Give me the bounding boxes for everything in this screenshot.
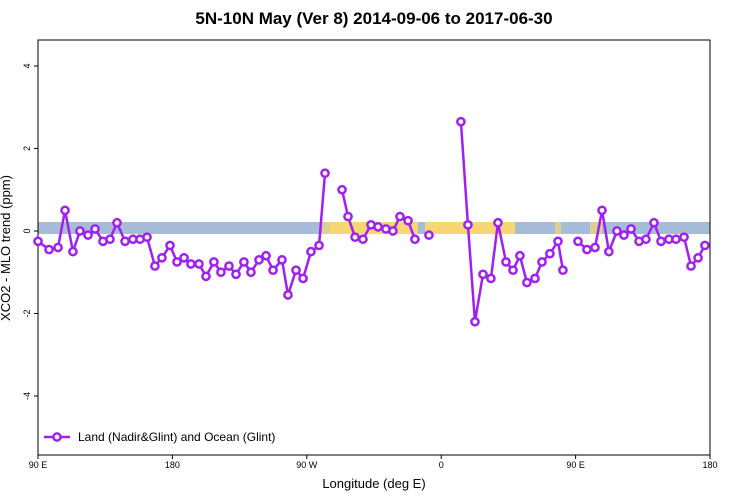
x-tick-label: 90 W xyxy=(296,460,318,470)
data-point xyxy=(619,230,629,240)
land-band xyxy=(322,222,330,234)
data-point xyxy=(641,234,651,245)
data-line xyxy=(459,121,565,322)
x-tick-label: 90 E xyxy=(29,460,48,470)
data-point xyxy=(649,217,659,228)
data-point xyxy=(179,252,189,263)
data-point xyxy=(201,271,211,282)
data-point xyxy=(112,217,122,228)
data-point xyxy=(493,217,503,228)
data-point xyxy=(268,265,278,276)
data-point xyxy=(590,242,600,253)
data-point xyxy=(350,232,360,243)
x-tick-label: 0 xyxy=(439,460,444,470)
data-point xyxy=(463,219,473,230)
data-point xyxy=(33,236,43,247)
data-point xyxy=(246,267,256,278)
y-tick-label: -2 xyxy=(22,309,32,317)
data-point xyxy=(410,234,420,245)
data-point xyxy=(283,290,293,300)
x-tick-label: 180 xyxy=(702,460,717,470)
data-point xyxy=(626,224,636,234)
data-point xyxy=(224,261,234,271)
data-point xyxy=(388,226,398,236)
data-point xyxy=(261,250,271,261)
data-point xyxy=(573,236,583,247)
data-point xyxy=(553,236,563,247)
data-point xyxy=(582,244,592,255)
legend-label: Land (Nadir&Glint) and Ocean (Glint) xyxy=(78,430,275,444)
data-point xyxy=(545,248,555,259)
legend-marker xyxy=(52,432,62,442)
data-point xyxy=(395,211,405,222)
data-point xyxy=(686,261,696,271)
data-point xyxy=(120,236,130,247)
chart-title: 5N-10N May (Ver 8) 2014-09-06 to 2017-06… xyxy=(195,9,552,28)
x-tick-label: 90 E xyxy=(566,460,585,470)
data-point xyxy=(172,257,182,267)
land-band xyxy=(555,222,561,234)
data-point xyxy=(358,234,368,245)
data-point xyxy=(515,250,525,261)
data-point xyxy=(486,273,496,284)
data-point xyxy=(142,232,152,243)
data-point xyxy=(298,273,308,284)
data-point xyxy=(597,205,607,216)
data-point xyxy=(231,269,241,280)
data-point xyxy=(83,230,93,240)
data-point xyxy=(53,242,63,253)
data-point xyxy=(424,230,434,240)
data-point xyxy=(656,236,666,247)
y-tick-label: 2 xyxy=(22,146,32,151)
data-point xyxy=(470,316,480,327)
data-point xyxy=(216,267,226,278)
data-point xyxy=(604,246,614,257)
data-point xyxy=(501,257,511,267)
data-point xyxy=(537,257,547,267)
data-point xyxy=(612,226,622,236)
data-point xyxy=(478,269,488,280)
data-point xyxy=(291,265,301,276)
data-point xyxy=(105,234,115,245)
data-point xyxy=(403,215,413,226)
data-point xyxy=(186,259,196,269)
data-point xyxy=(522,277,532,288)
y-tick-label: 0 xyxy=(22,228,32,233)
data-point xyxy=(671,234,681,245)
data-point xyxy=(530,273,540,284)
data-point xyxy=(90,224,100,234)
x-axis-label: Longitude (deg E) xyxy=(322,476,425,491)
data-point xyxy=(209,257,219,267)
data-point xyxy=(693,252,703,263)
data-point xyxy=(60,205,70,216)
data-point xyxy=(44,244,54,255)
data-point xyxy=(194,259,204,269)
x-tick-label: 180 xyxy=(165,460,180,470)
y-axis-label: XCO2 - MLO trend (ppm) xyxy=(0,175,13,321)
data-point xyxy=(373,222,383,232)
data-point xyxy=(68,246,78,257)
data-point xyxy=(508,265,518,276)
data-point xyxy=(306,246,316,257)
data-point xyxy=(254,255,264,265)
data-point xyxy=(277,255,287,265)
data-point xyxy=(75,226,85,236)
data-point xyxy=(165,240,175,251)
data-point xyxy=(239,257,249,267)
data-point xyxy=(337,184,347,195)
data-point xyxy=(679,232,689,243)
plot-frame xyxy=(37,39,711,456)
data-point xyxy=(150,261,160,271)
data-point xyxy=(157,252,167,263)
data-point xyxy=(314,240,324,251)
y-tick-label: 4 xyxy=(22,63,32,68)
data-point xyxy=(700,240,710,251)
data-point xyxy=(320,168,330,179)
data-point xyxy=(456,116,466,127)
data-point xyxy=(558,265,568,276)
y-tick-label: -4 xyxy=(22,392,32,400)
data-point xyxy=(343,211,353,222)
